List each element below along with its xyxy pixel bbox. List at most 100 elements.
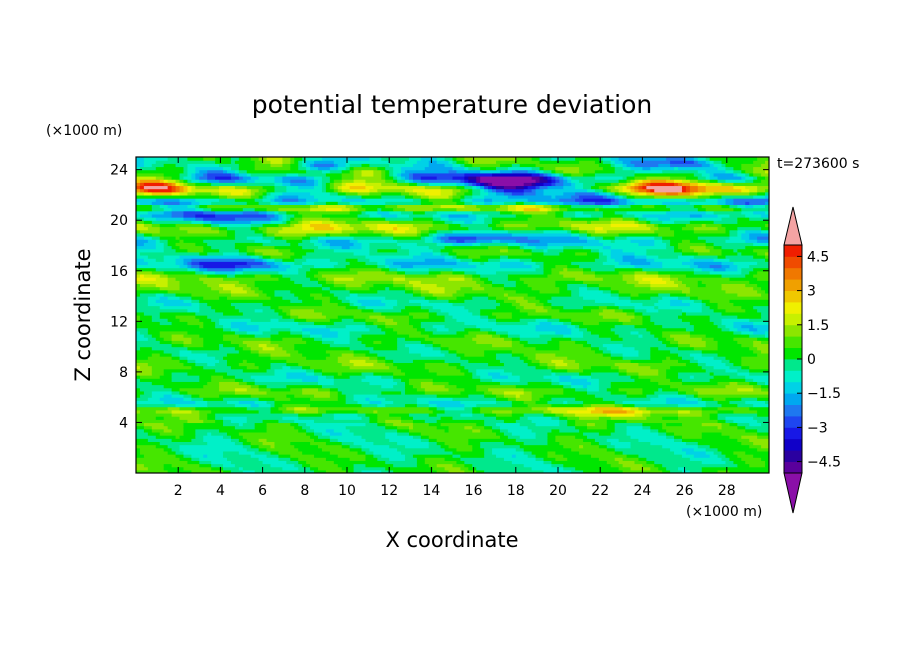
field-cell <box>405 457 418 461</box>
field-cell <box>175 454 185 458</box>
field-cell <box>709 163 715 168</box>
field-cell <box>349 299 359 303</box>
field-cell <box>713 308 727 313</box>
field-cell <box>642 412 651 417</box>
field-cell <box>136 444 157 449</box>
field-cell <box>317 444 343 449</box>
field-cell <box>377 223 398 228</box>
field-cell <box>741 435 758 439</box>
field-cell <box>614 324 636 329</box>
field-cell <box>365 198 414 202</box>
field-cell <box>670 378 683 382</box>
field-cell <box>737 422 750 427</box>
field-cell <box>761 311 769 316</box>
field-cell <box>741 362 769 367</box>
field-cell <box>183 169 189 174</box>
field-cell <box>590 248 600 253</box>
field-cell <box>242 175 252 180</box>
field-cell <box>503 457 537 461</box>
field-cell <box>745 450 769 455</box>
field-cell <box>622 450 675 455</box>
field-cell <box>515 239 541 243</box>
field-cell <box>630 359 663 363</box>
field-cell <box>369 245 402 250</box>
field-cell <box>191 454 204 458</box>
field-cell <box>298 457 327 461</box>
field-cell <box>171 438 192 442</box>
field-cell <box>630 292 640 297</box>
field-cell <box>689 182 699 187</box>
field-cell <box>333 182 343 187</box>
field-cell <box>282 179 291 183</box>
field-cell <box>496 191 505 196</box>
field-cell <box>250 172 287 177</box>
field-cell <box>753 286 762 291</box>
field-cell <box>496 296 509 300</box>
field-cell <box>266 258 276 262</box>
field-cell <box>274 198 283 202</box>
field-cell <box>531 428 553 433</box>
field-cell <box>606 412 636 417</box>
field-cell <box>353 175 382 180</box>
field-cell <box>701 365 715 370</box>
field-cell <box>598 185 608 190</box>
field-cell <box>234 179 248 183</box>
field-cell <box>250 223 264 228</box>
field-cell <box>488 213 517 218</box>
field-cell <box>468 182 473 187</box>
field-cell <box>136 371 153 376</box>
field-cell <box>618 188 624 193</box>
field-cell <box>709 157 758 161</box>
field-cell <box>535 267 545 272</box>
field-cell <box>262 308 276 313</box>
field-cell <box>757 352 769 357</box>
field-cell <box>187 229 220 234</box>
field-cell <box>345 264 378 269</box>
field-cell <box>163 292 177 297</box>
field-cell <box>503 441 525 446</box>
field-cell <box>139 375 161 379</box>
field-cell <box>203 223 212 228</box>
field-cell <box>353 394 378 398</box>
field-cell <box>658 346 679 351</box>
field-cell <box>266 191 272 196</box>
field-cell <box>278 419 295 424</box>
field-cell <box>662 220 675 224</box>
field-cell <box>349 166 355 171</box>
field-cell <box>610 384 671 389</box>
field-cell <box>484 422 497 427</box>
field-cell <box>444 232 513 237</box>
field-cell <box>579 236 588 240</box>
field-cell <box>590 365 612 370</box>
field-cell <box>381 384 394 389</box>
field-cell <box>361 194 382 199</box>
field-cell <box>436 242 454 247</box>
field-cell <box>725 198 734 202</box>
field-cell <box>317 435 331 439</box>
field-cell <box>207 352 228 357</box>
field-cell <box>492 280 517 284</box>
field-cell <box>472 286 485 291</box>
field-cell <box>476 469 485 473</box>
field-cell <box>397 431 410 436</box>
field-cell <box>262 251 283 256</box>
field-cell <box>270 191 283 196</box>
field-cell <box>563 175 568 180</box>
field-cell <box>226 232 236 237</box>
field-cell <box>761 457 769 461</box>
field-cell <box>579 286 588 291</box>
field-cell <box>650 356 667 360</box>
field-cell <box>230 160 236 164</box>
field-cell <box>282 403 311 408</box>
field-cell <box>476 236 529 240</box>
field-cell <box>650 315 679 319</box>
field-cell <box>270 444 276 449</box>
field-cell <box>472 337 505 341</box>
field-cell <box>349 188 371 193</box>
field-cell <box>567 457 600 461</box>
field-cell <box>151 390 173 395</box>
field-cell <box>456 254 469 259</box>
field-cell <box>638 223 647 228</box>
field-cell <box>412 416 442 420</box>
field-cell <box>725 356 742 360</box>
